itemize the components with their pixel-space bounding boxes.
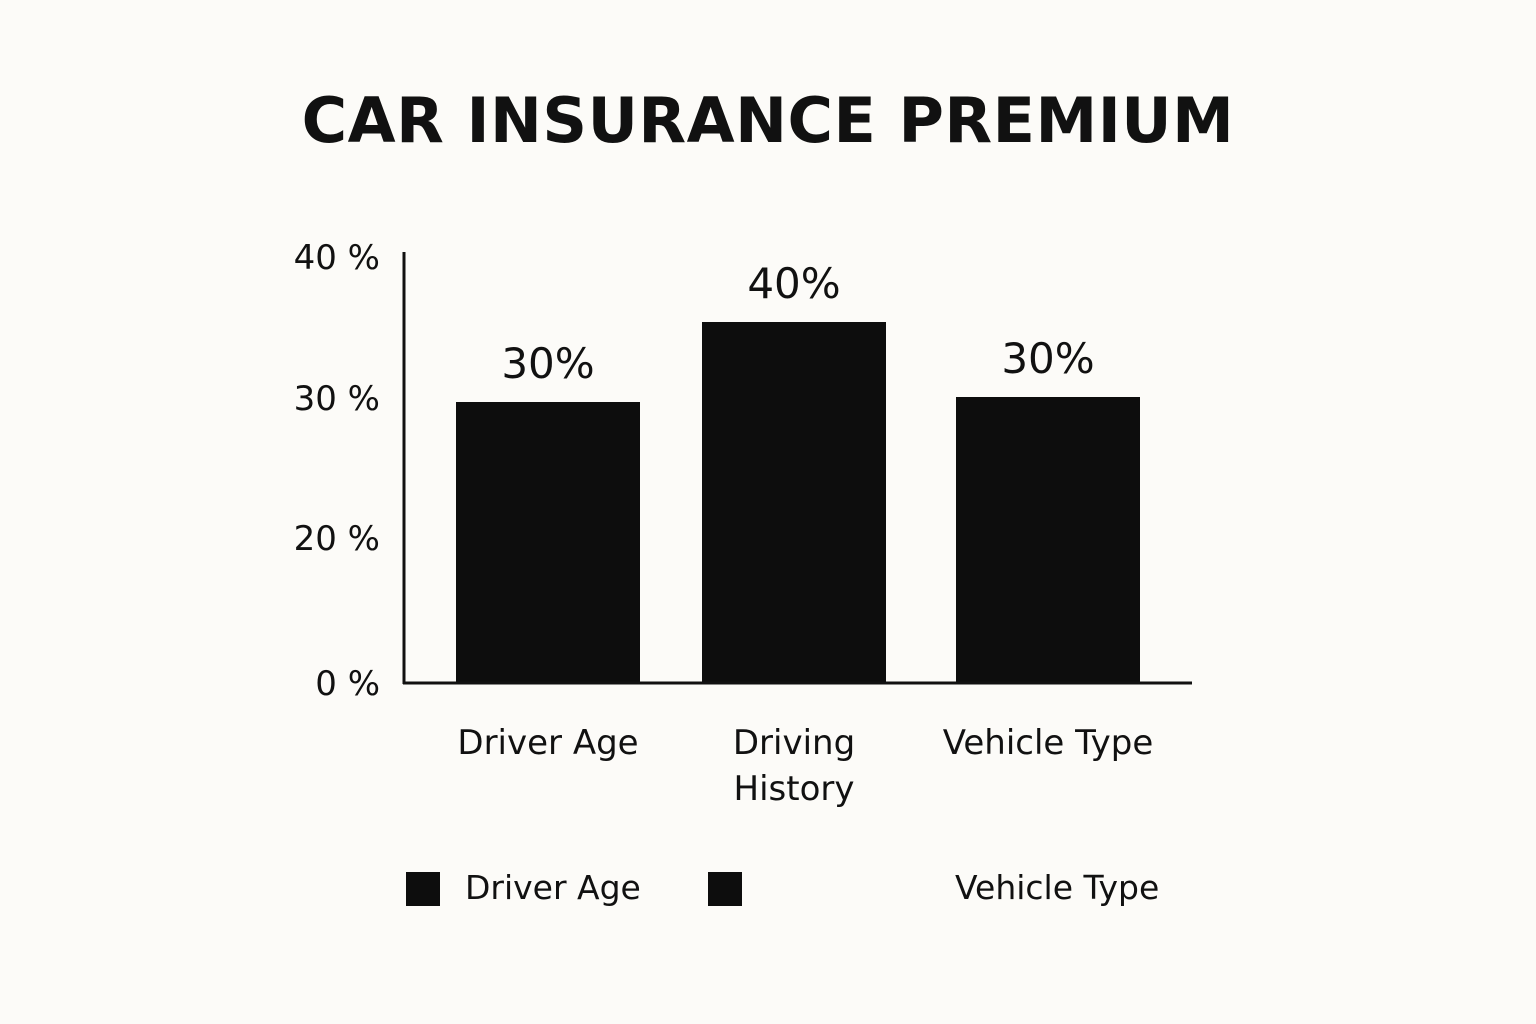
bar-driver-age — [456, 402, 640, 683]
legend-label: Driver Age — [465, 868, 641, 907]
y-tick-label-30: 30 % — [294, 379, 380, 419]
chart-title: CAR INSURANCE PREMIUM — [301, 84, 1235, 157]
data-label-driving-history: 40% — [747, 259, 840, 308]
legend-label: Vehicle Type — [955, 868, 1160, 907]
x-tick-label-driver-age: Driver Age — [457, 723, 638, 763]
x-tick-labels-layer: Driver Age Driving History Vehicle Type — [457, 723, 1153, 809]
x-tick-label-driving-history: Driving History — [733, 723, 855, 809]
bars-layer — [456, 322, 1140, 683]
legend-item-unlabeled — [0, 866, 1536, 910]
legend-swatch — [708, 872, 742, 906]
bar-vehicle-type — [956, 397, 1140, 683]
data-label-vehicle-type: 30% — [1001, 334, 1094, 383]
bar-driving-history — [702, 322, 886, 683]
chart-legend: Driver Age Vehicle Type — [0, 866, 1536, 916]
y-tick-label-40: 40 % — [294, 238, 380, 278]
x-tick-label-vehicle-type: Vehicle Type — [943, 723, 1154, 763]
legend-swatch — [406, 872, 440, 906]
data-label-driver-age: 30% — [501, 339, 594, 388]
legend-item-vehicle-type: Vehicle Type — [0, 866, 1536, 910]
data-labels-layer: 30% 40% 30% — [501, 259, 1094, 388]
y-tick-label-0: 0 % — [315, 664, 380, 704]
y-tick-label-20: 20 % — [294, 519, 380, 559]
y-tick-labels-layer: 0 % 20 % 30 % 40 % — [294, 238, 380, 704]
legend-item-driver-age: Driver Age — [0, 866, 1536, 910]
